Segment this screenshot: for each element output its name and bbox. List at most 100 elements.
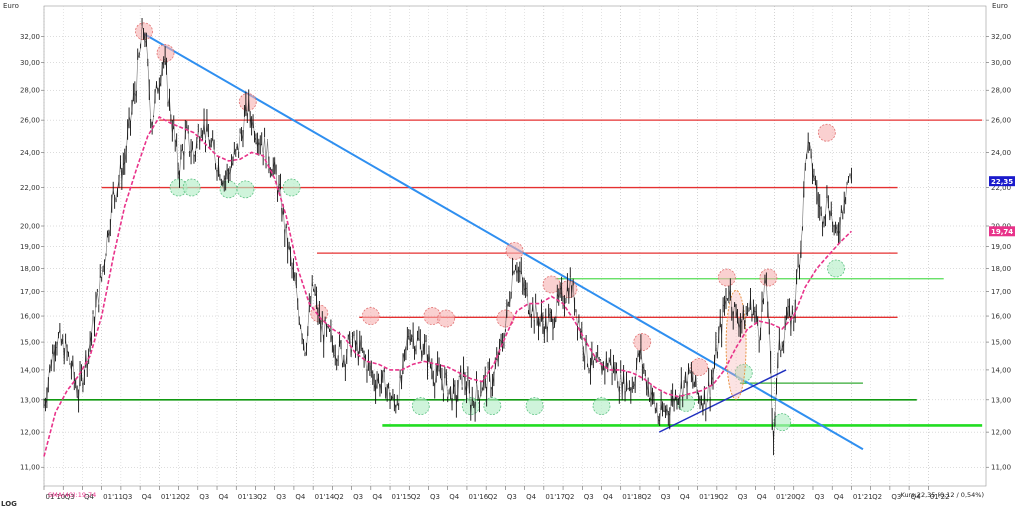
y-tick-label-right: 15,00 [991, 339, 1011, 347]
x-tick-label: 01'13 [238, 493, 258, 501]
y-tick-label-left: 12,00 [20, 429, 40, 437]
x-tick-label: Q4 [449, 493, 460, 501]
x-tick-label: 01'18 [622, 493, 642, 501]
x-tick-label: Q4 [834, 493, 845, 501]
x-tick-label: Q3 [891, 493, 901, 501]
highlight-oval [725, 289, 747, 400]
scale-label: LOG [1, 500, 17, 508]
last-price-badge-label: 22,35 [991, 178, 1013, 186]
y-tick-label-right: 24,00 [991, 149, 1011, 157]
x-tick-label: Q3 [814, 493, 824, 501]
x-tick-label: 01'16 [468, 493, 488, 501]
x-tick-label: Q3 [661, 493, 671, 501]
peak-marker [437, 309, 456, 328]
trend-line [658, 369, 787, 433]
quote-info: Kurs:22,35 (0,12 / 0,54%) [901, 491, 985, 499]
x-tick-label: Q3 [199, 493, 209, 501]
x-tick-label: Q2 [334, 493, 344, 501]
peak-marker [817, 123, 836, 142]
y-tick-label-right: 30,00 [991, 59, 1011, 67]
peak-marker [690, 358, 709, 376]
y-tick-label-right: 26,00 [991, 117, 1011, 125]
trough-marker [182, 178, 201, 197]
y-tick-label-right: 12,00 [991, 429, 1011, 437]
y-tick-label-right: 14,00 [991, 366, 1011, 374]
y-tick-label-left: 22,00 [20, 184, 40, 192]
y-tick-label-left: 15,00 [20, 339, 40, 347]
peak-marker [759, 268, 778, 287]
x-tick-label: Q2 [565, 493, 575, 501]
x-tick-label: Q3 [507, 493, 517, 501]
currency-label-left: Euro [3, 2, 19, 10]
trough-marker [734, 363, 753, 382]
y-tick-label-right: 28,00 [991, 87, 1011, 95]
trough-marker [677, 394, 695, 412]
x-tick-label: Q2 [641, 493, 651, 501]
trough-marker [827, 259, 845, 278]
price-line [43, 25, 852, 443]
y-tick-label-right: 18,00 [991, 265, 1011, 273]
x-tick-label: 01'22 [930, 493, 950, 501]
y-tick-label-right: 19,00 [991, 243, 1011, 251]
x-tick-label: Q2 [488, 493, 498, 501]
x-tick-label: Q4 [84, 493, 95, 501]
x-tick-label: 01'11 [103, 493, 123, 501]
x-tick-label: 01'14 [315, 493, 335, 501]
x-tick-label: Q3 [584, 493, 594, 501]
price-badges: 22,35 19,74 [989, 176, 1015, 237]
x-tick-label: Q2 [718, 493, 728, 501]
sma-legend: SMA(40):19,74 [48, 491, 96, 499]
x-tick-label: 01'12 [161, 493, 181, 501]
x-tick-label: Q3 [353, 493, 363, 501]
y-tick-label-left: 26,00 [20, 117, 40, 125]
y-tick-label-left: 32,00 [20, 33, 40, 41]
trough-marker [483, 397, 502, 415]
peak-marker [135, 22, 153, 41]
x-tick-label: Q4 [911, 493, 922, 501]
y-tick-label-left: 30,00 [20, 59, 40, 67]
last-price-badge [989, 176, 1015, 187]
x-tick-label: Q3 [738, 493, 748, 501]
x-tick-label: Q3 [276, 493, 286, 501]
y-tick-label-left: 14,00 [20, 366, 40, 374]
price-series [43, 17, 852, 456]
trough-marker [592, 397, 611, 415]
y-tick-label-left: 18,00 [20, 265, 40, 273]
x-tick-label: Q2 [411, 493, 421, 501]
x-tick-label: Q4 [142, 493, 153, 501]
x-tick-label: Q4 [680, 493, 691, 501]
currency-label-right: Euro [992, 2, 1008, 10]
peak-marker [505, 242, 524, 260]
x-tick-label: Q2 [872, 493, 882, 501]
sma-series [43, 115, 852, 457]
pivot-markers [135, 22, 845, 432]
x-tick-label: Q3 [430, 493, 440, 501]
y-tick-label-left: 28,00 [20, 87, 40, 95]
x-tick-label: Q2 [180, 493, 190, 501]
peak-marker [717, 268, 736, 287]
x-tick-label: Q3 [122, 493, 132, 501]
y-tick-label-right: 11,00 [991, 464, 1011, 472]
trough-marker [773, 413, 792, 432]
peak-marker [238, 93, 257, 111]
x-tick-label: Q4 [295, 493, 306, 501]
sma-badge [989, 226, 1015, 237]
y-tick-label-left: 24,00 [20, 149, 40, 157]
x-tick-label: Q4 [603, 493, 614, 501]
y-tick-label-right: 13,00 [991, 396, 1011, 404]
y-tick-label-left: 11,00 [20, 464, 40, 472]
x-tick-label: 01'20 [776, 493, 796, 501]
peak-marker [633, 333, 652, 351]
x-tick-label: Q3 [65, 493, 75, 501]
x-tick-label: 01'10 [46, 493, 66, 501]
x-tick-label: Q4 [372, 493, 383, 501]
y-tick-label-left: 20,00 [20, 223, 40, 231]
x-tick-label: Q2 [795, 493, 805, 501]
x-tick-label: Q2 [257, 493, 267, 501]
trough-marker [411, 397, 430, 415]
y-tick-label-left: 16,00 [20, 313, 40, 321]
x-tick-label: 01'19 [699, 493, 719, 501]
x-axis: 01'10 Q3 Q4 01'11 Q3 Q4 01'12 Q2 Q3 Q4 01'13 Q2 Q3 Q4… [46, 493, 950, 501]
sma-badge-label: 19,74 [991, 228, 1013, 236]
